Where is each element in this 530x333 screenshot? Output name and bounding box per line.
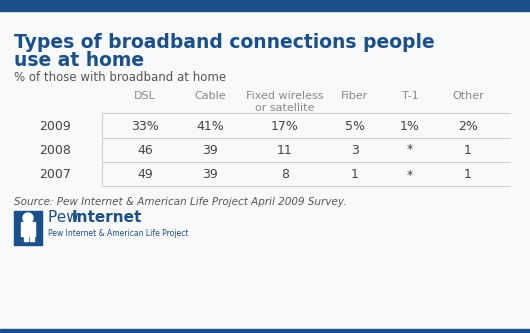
Text: Cable: Cable <box>194 91 226 101</box>
Text: 3: 3 <box>351 144 359 157</box>
Bar <box>0 0 530 11</box>
Text: 2009: 2009 <box>39 120 71 133</box>
Bar <box>21 222 35 236</box>
Text: 49: 49 <box>137 168 153 181</box>
Text: 1: 1 <box>464 168 472 181</box>
Text: 8: 8 <box>281 168 289 181</box>
Text: 1: 1 <box>464 144 472 157</box>
Text: 5%: 5% <box>345 120 365 133</box>
Text: Other: Other <box>452 91 484 101</box>
Text: 1%: 1% <box>400 120 420 133</box>
Text: *: * <box>407 144 413 157</box>
Text: Fiber: Fiber <box>341 91 369 101</box>
Text: Source: Pew Internet & American Life Project April 2009 Survey.: Source: Pew Internet & American Life Pro… <box>14 197 347 207</box>
Text: *: * <box>407 168 413 181</box>
Bar <box>14 211 42 245</box>
Text: 1: 1 <box>351 168 359 181</box>
Circle shape <box>23 213 33 223</box>
Text: Pew: Pew <box>48 210 84 225</box>
Text: Internet: Internet <box>72 210 143 225</box>
Text: 39: 39 <box>202 168 218 181</box>
Text: 39: 39 <box>202 144 218 157</box>
Text: 2007: 2007 <box>39 168 71 181</box>
Text: T-1: T-1 <box>402 91 418 101</box>
Text: 11: 11 <box>277 144 293 157</box>
Text: 46: 46 <box>137 144 153 157</box>
Text: Types of broadband connections people: Types of broadband connections people <box>14 33 435 52</box>
Bar <box>0 329 530 333</box>
Text: Fixed wireless
or satellite: Fixed wireless or satellite <box>246 91 324 114</box>
Text: 2008: 2008 <box>39 144 71 157</box>
Text: 41%: 41% <box>196 120 224 133</box>
Text: 33%: 33% <box>131 120 159 133</box>
Text: Pew Internet & American Life Project: Pew Internet & American Life Project <box>48 228 189 237</box>
Text: 17%: 17% <box>271 120 299 133</box>
Text: DSL: DSL <box>134 91 156 101</box>
Text: % of those with broadband at home: % of those with broadband at home <box>14 71 226 84</box>
Text: use at home: use at home <box>14 51 144 70</box>
Bar <box>30 234 34 241</box>
Bar <box>24 234 28 241</box>
Text: 2%: 2% <box>458 120 478 133</box>
